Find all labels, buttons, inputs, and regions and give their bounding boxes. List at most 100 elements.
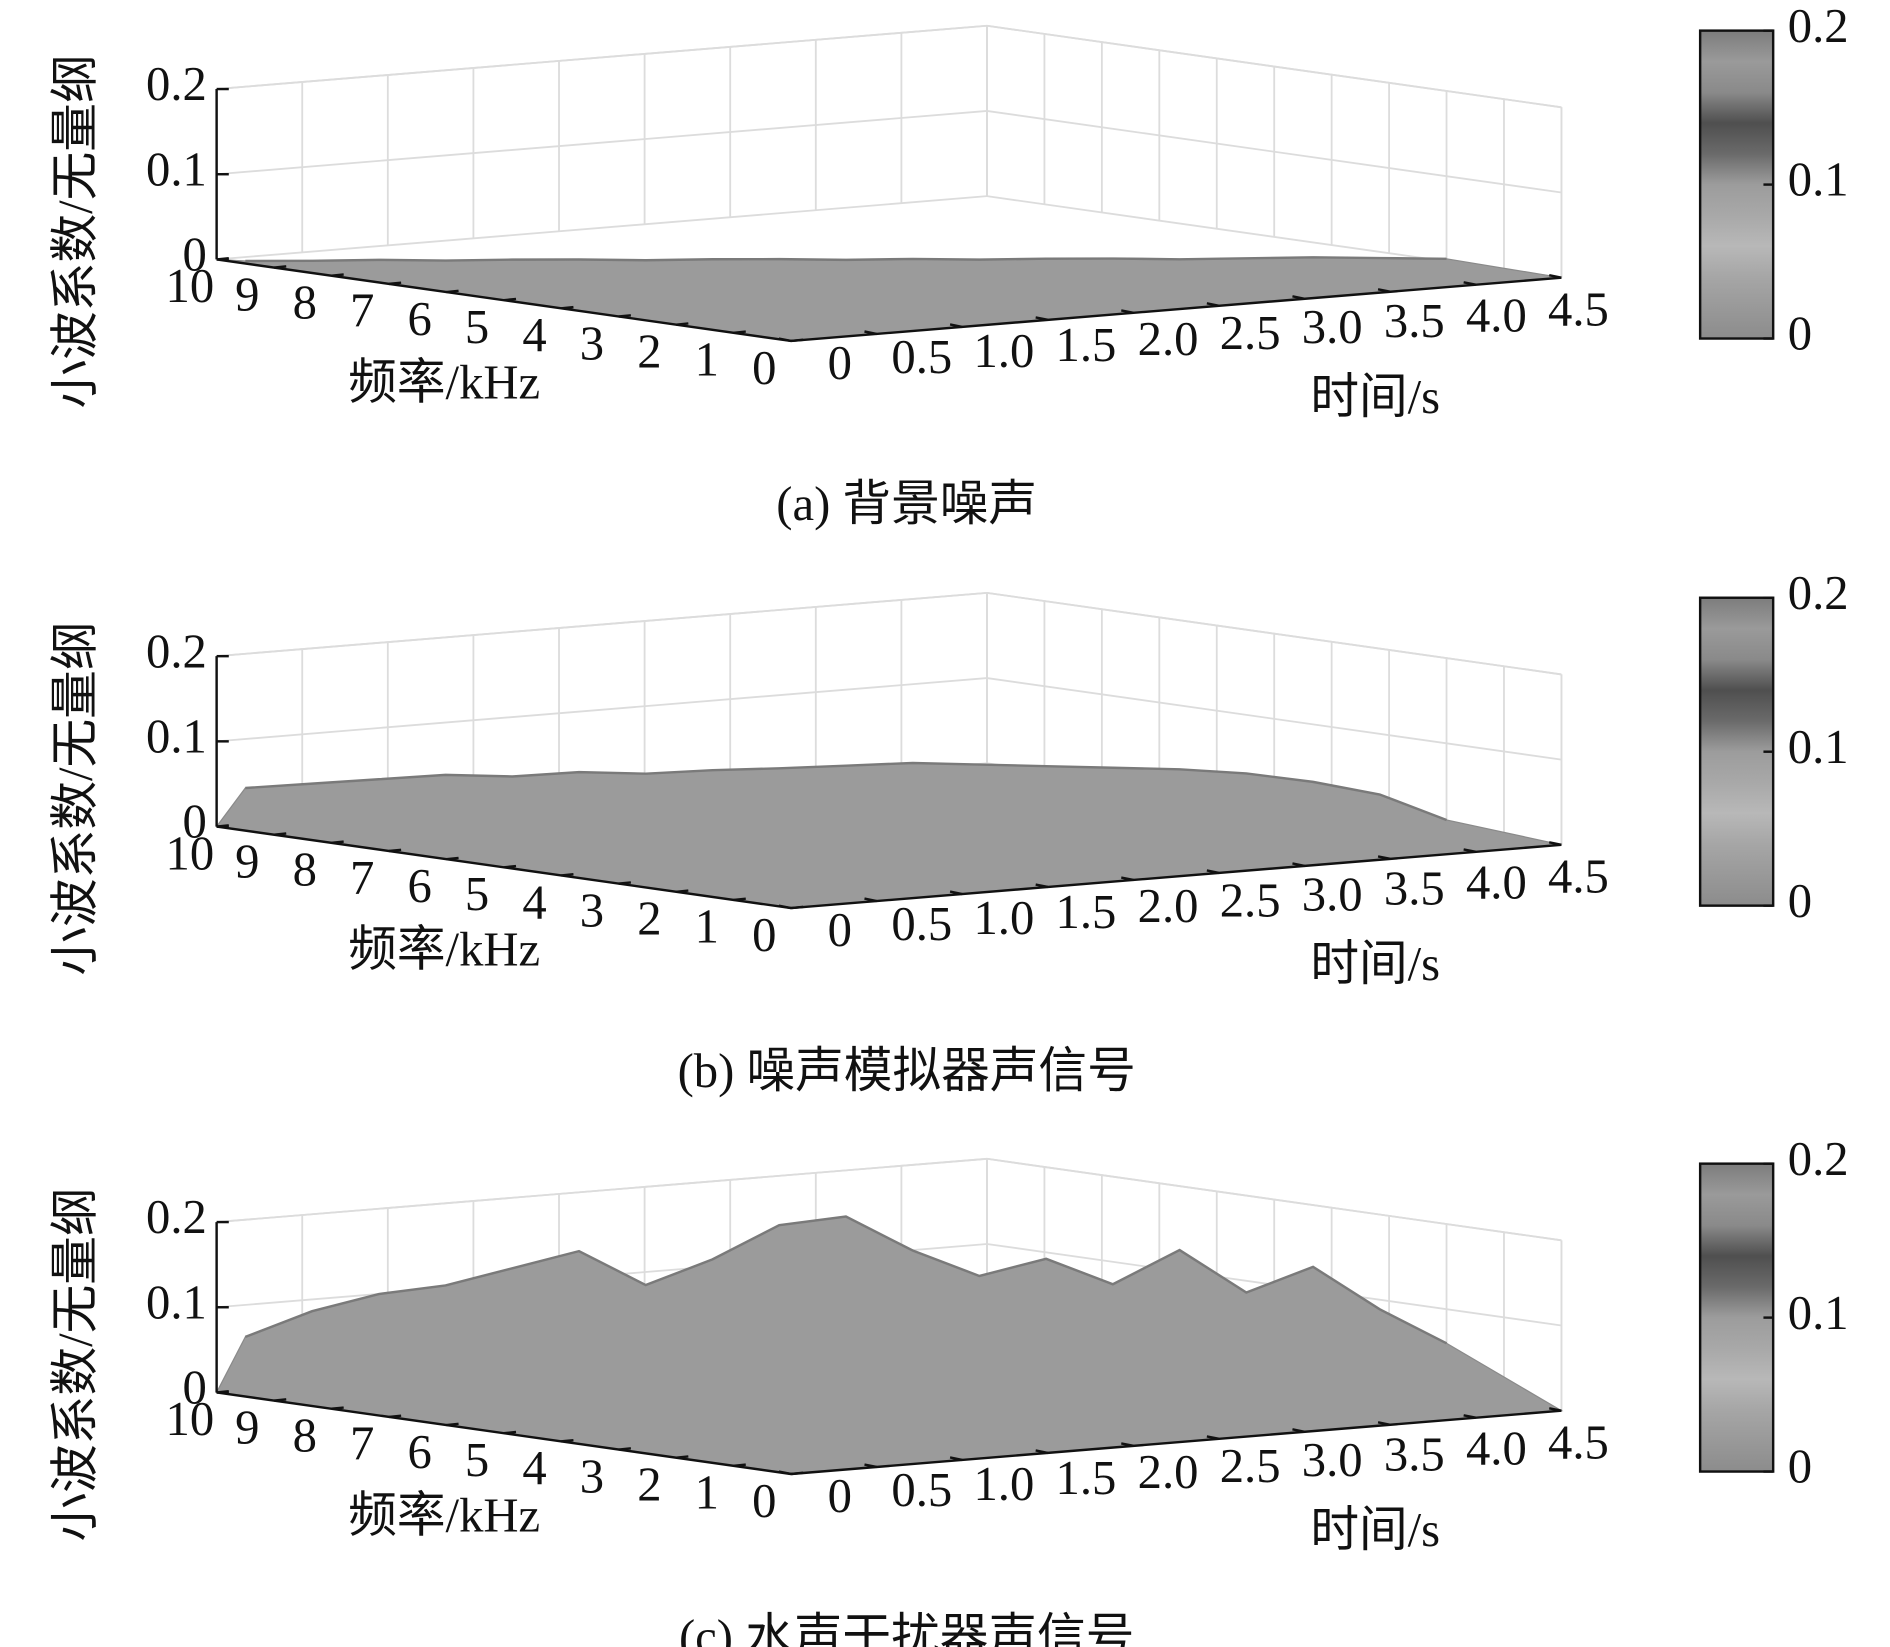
x-tick-label: 4.5 xyxy=(1548,849,1609,903)
colorbar-tick-label: 0.2 xyxy=(1788,566,1849,620)
y-tick xyxy=(331,840,344,845)
caption: (a) 背景噪声 xyxy=(776,477,1037,531)
x-tick-label: 0 xyxy=(828,1469,852,1523)
x-tick-label: 3.0 xyxy=(1302,867,1363,921)
colorbar-tick-label: 0 xyxy=(1788,1440,1812,1494)
x-tick-label: 4.5 xyxy=(1548,282,1609,336)
y-tick xyxy=(733,897,746,902)
y-tick xyxy=(561,873,574,877)
x-tick xyxy=(1121,876,1134,882)
y-tick-label: 1 xyxy=(695,333,719,387)
x-tick-label: 4.0 xyxy=(1466,288,1527,342)
y-tick xyxy=(503,1430,517,1435)
x-axis xyxy=(790,1409,1562,1476)
x-tick-label: 0.5 xyxy=(891,1463,952,1517)
x-tick-label: 2.5 xyxy=(1220,306,1281,360)
y-tick-label: 1 xyxy=(695,900,719,954)
x-tick xyxy=(864,1463,877,1469)
colorbar xyxy=(1698,29,1775,340)
x-tick-label: 3.0 xyxy=(1302,1433,1363,1487)
x-tick-label: 3.5 xyxy=(1384,861,1445,915)
y-tick xyxy=(446,856,459,861)
x-tick-label: 3.5 xyxy=(1384,294,1445,348)
y-axis-label: 频率/kHz xyxy=(348,1488,540,1542)
y-tick xyxy=(273,832,287,836)
y-tick xyxy=(273,265,287,269)
y-tick xyxy=(331,273,344,277)
y-tick-label: 4 xyxy=(522,1441,546,1495)
grid-line xyxy=(216,1157,988,1223)
y-tick-label: 1 xyxy=(695,1466,719,1520)
y-tick-label: 7 xyxy=(350,1417,374,1471)
x-tick-label: 0 xyxy=(828,903,852,957)
y-tick-label: 5 xyxy=(465,867,489,921)
y-tick-label: 6 xyxy=(407,292,431,346)
y-tick-label: 3 xyxy=(580,316,604,370)
x-tick xyxy=(1121,309,1134,315)
y-tick xyxy=(446,289,459,294)
z-tick-label: 0.2 xyxy=(146,57,207,111)
y-tick-label: 0 xyxy=(752,1474,776,1528)
colorbar-tick-label: 0.2 xyxy=(1788,0,1849,53)
x-tick xyxy=(1549,274,1562,279)
x-tick xyxy=(1463,281,1477,286)
z-axis-label: 小波系数/无量纲 xyxy=(48,1187,102,1541)
y-tick-label: 8 xyxy=(293,276,317,330)
y-tick-label: 3 xyxy=(580,1449,604,1503)
x-tick xyxy=(1292,1428,1305,1433)
x-axis-label: 时间/s xyxy=(1310,370,1440,424)
y-tick-label: 5 xyxy=(465,300,489,354)
x-tick xyxy=(778,1470,792,1476)
y-tick xyxy=(503,297,517,302)
surface-ridge xyxy=(245,761,1447,822)
y-tick xyxy=(388,1414,402,1419)
y-tick-label: 6 xyxy=(407,1425,431,1479)
x-axis-label: 时间/s xyxy=(1310,937,1440,991)
y-tick-label: 2 xyxy=(637,324,661,378)
grid-line xyxy=(216,24,988,90)
colorbar-tick-label: 0.2 xyxy=(1788,1132,1849,1186)
x-tick-label: 2.0 xyxy=(1138,312,1199,366)
x-tick-label: 1.5 xyxy=(1056,318,1117,372)
x-tick-label: 0.5 xyxy=(891,330,952,384)
z-tick-label: 0.1 xyxy=(146,1275,207,1329)
colorbar-tick-label: 0.1 xyxy=(1788,153,1849,207)
y-tick xyxy=(331,1406,344,1410)
caption: (b) 噪声模拟器声信号 xyxy=(678,1044,1136,1098)
x-tick xyxy=(864,330,877,336)
z-axis-label: 小波系数/无量纲 xyxy=(48,621,102,975)
x-tick xyxy=(949,323,963,329)
y-tick xyxy=(790,1471,804,1476)
y-tick xyxy=(790,905,804,910)
x-tick xyxy=(1377,1421,1391,1426)
x-tick xyxy=(1121,1442,1134,1448)
grid-line xyxy=(216,677,988,743)
z-tick-label: 0 xyxy=(183,1361,207,1415)
y-tick xyxy=(676,889,689,893)
x-tick xyxy=(1549,841,1562,846)
y-tick xyxy=(676,322,689,326)
y-tick-label: 8 xyxy=(293,843,317,897)
y-tick-label: 8 xyxy=(293,1409,317,1463)
x-axis xyxy=(790,276,1562,343)
x-tick-label: 0 xyxy=(828,336,852,390)
x-tick xyxy=(1549,1407,1562,1412)
y-tick xyxy=(216,1390,229,1394)
x-axis xyxy=(790,843,1562,910)
x-tick-label: 3.0 xyxy=(1302,300,1363,354)
x-tick-label: 0.5 xyxy=(891,897,952,951)
y-tick-label: 10 xyxy=(166,826,215,880)
x-tick-label: 3.5 xyxy=(1384,1427,1445,1481)
x-tick xyxy=(949,890,963,896)
z-tick-label: 0.2 xyxy=(146,624,207,678)
x-tick xyxy=(1463,848,1477,854)
y-tick xyxy=(733,1463,746,1468)
y-tick-label: 0 xyxy=(752,908,776,962)
y-tick-label: 2 xyxy=(637,1457,661,1511)
y-tick xyxy=(561,1438,574,1443)
surface-ridge xyxy=(245,256,1447,263)
colorbar xyxy=(1698,596,1775,907)
x-tick-label: 1.5 xyxy=(1056,1451,1117,1505)
x-tick-label: 2.0 xyxy=(1138,879,1199,933)
